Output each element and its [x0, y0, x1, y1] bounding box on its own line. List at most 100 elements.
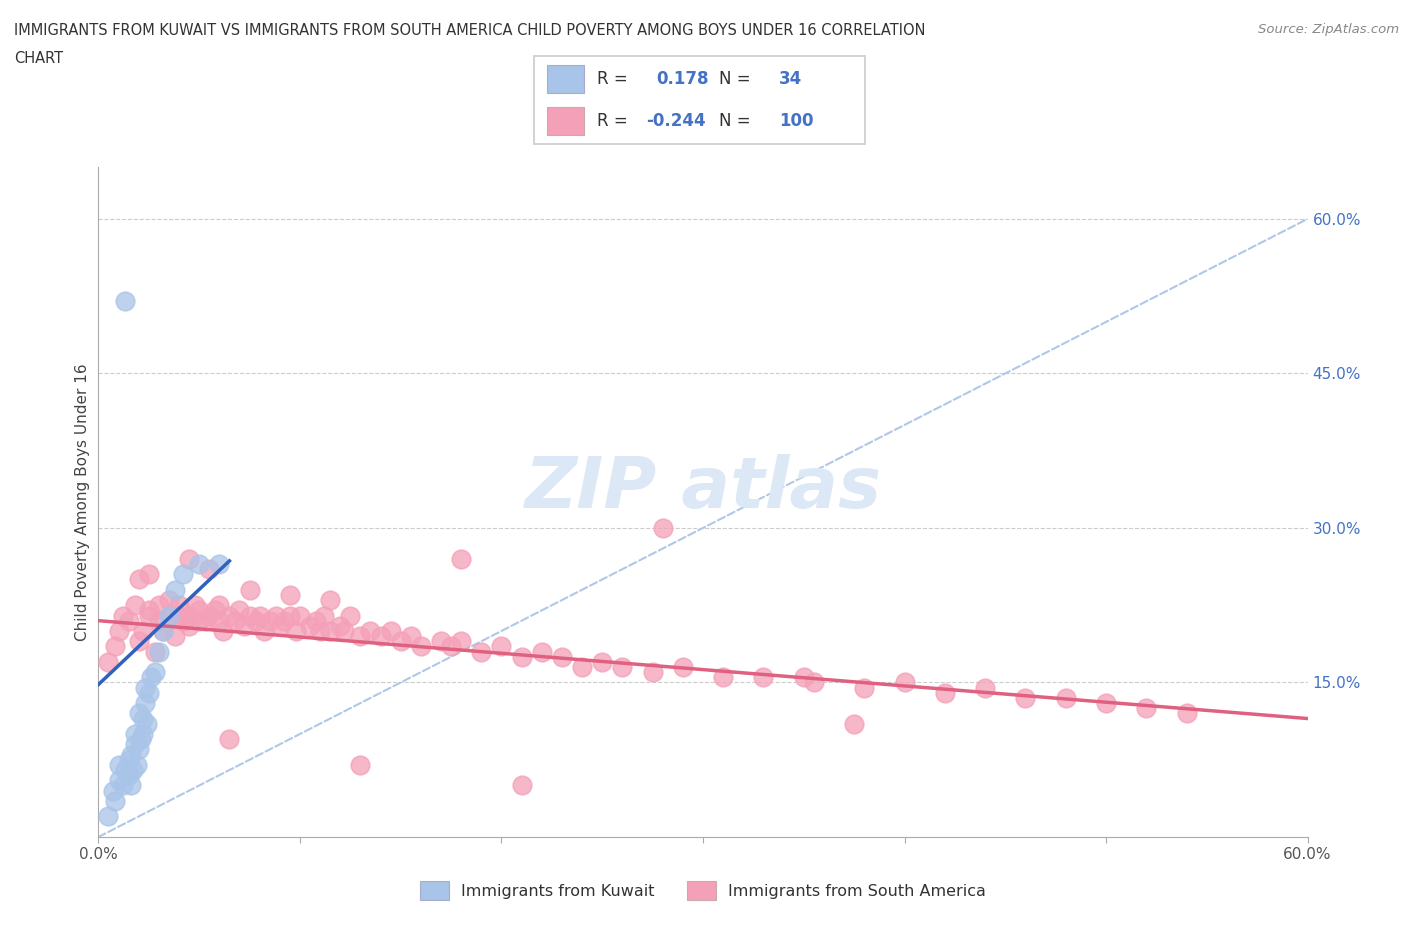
Point — [198, 608, 221, 623]
Point — [239, 608, 262, 623]
Point — [249, 608, 271, 623]
Point — [360, 623, 382, 638]
Point — [124, 726, 146, 741]
Point — [128, 572, 150, 587]
Point — [530, 644, 553, 659]
Text: N =: N = — [720, 113, 756, 130]
Point — [224, 613, 246, 628]
Point — [339, 608, 361, 623]
Point — [232, 618, 254, 633]
Point — [124, 737, 146, 751]
Point — [148, 644, 170, 659]
Point — [152, 623, 174, 638]
Point — [288, 608, 311, 623]
Point — [135, 716, 157, 731]
Point — [1095, 696, 1118, 711]
Point — [132, 711, 155, 726]
Point — [120, 778, 142, 793]
Point — [591, 655, 613, 670]
Point — [184, 598, 207, 613]
Point — [389, 634, 412, 649]
Point — [124, 598, 146, 613]
Text: R =: R = — [598, 70, 633, 87]
Point — [893, 675, 915, 690]
Point — [138, 608, 160, 623]
Point — [139, 670, 162, 684]
Point — [177, 551, 201, 566]
Point — [510, 778, 533, 793]
Point — [143, 644, 166, 659]
Point — [803, 675, 825, 690]
Point — [934, 685, 956, 700]
Point — [107, 773, 129, 788]
Point — [134, 680, 156, 695]
Point — [551, 649, 574, 664]
Point — [152, 623, 174, 638]
Point — [118, 613, 141, 628]
Point — [188, 603, 211, 618]
Point — [167, 608, 190, 623]
Point — [157, 592, 180, 607]
Point — [103, 793, 125, 808]
Point — [711, 670, 734, 684]
Point — [118, 768, 141, 783]
Point — [148, 613, 170, 628]
Point — [138, 567, 160, 582]
Point — [143, 665, 166, 680]
Point — [204, 603, 226, 618]
Point — [218, 608, 240, 623]
Point — [134, 696, 156, 711]
Point — [299, 618, 322, 633]
Text: N =: N = — [720, 70, 756, 87]
Point — [672, 659, 695, 674]
Point — [138, 685, 160, 700]
Point — [172, 567, 194, 582]
Point — [571, 659, 593, 674]
Bar — [547, 107, 583, 136]
Point — [114, 763, 136, 777]
Point — [430, 634, 453, 649]
Legend: Immigrants from Kuwait, Immigrants from South America: Immigrants from Kuwait, Immigrants from … — [413, 875, 993, 906]
Point — [264, 608, 287, 623]
Point — [198, 562, 221, 577]
Point — [188, 556, 211, 571]
Point — [319, 592, 342, 607]
Point — [305, 613, 328, 628]
Point — [319, 623, 342, 638]
Point — [167, 598, 190, 613]
Point — [120, 747, 142, 762]
Point — [278, 588, 301, 603]
Point — [114, 294, 136, 309]
Text: R =: R = — [598, 113, 633, 130]
Point — [491, 639, 513, 654]
Point — [177, 608, 201, 623]
Point — [370, 629, 392, 644]
Point — [278, 608, 301, 623]
Point — [641, 665, 664, 680]
Point — [409, 639, 432, 654]
Point — [844, 716, 866, 731]
Point — [1054, 690, 1077, 705]
Point — [399, 629, 422, 644]
Point — [284, 623, 307, 638]
Point — [269, 618, 291, 633]
Point — [1135, 701, 1157, 716]
Y-axis label: Child Poverty Among Boys Under 16: Child Poverty Among Boys Under 16 — [75, 364, 90, 641]
Point — [177, 618, 201, 633]
Point — [132, 623, 155, 638]
Point — [157, 608, 180, 623]
Point — [450, 551, 472, 566]
Text: 100: 100 — [779, 113, 813, 130]
Point — [752, 670, 775, 684]
Point — [380, 623, 402, 638]
Point — [1014, 690, 1036, 705]
Point — [128, 706, 150, 721]
Point — [97, 809, 120, 824]
Text: 34: 34 — [779, 70, 801, 87]
Point — [208, 613, 231, 628]
Text: IMMIGRANTS FROM KUWAIT VS IMMIGRANTS FROM SOUTH AMERICA CHILD POVERTY AMONG BOYS: IMMIGRANTS FROM KUWAIT VS IMMIGRANTS FRO… — [14, 23, 925, 38]
Point — [103, 639, 125, 654]
Point — [188, 613, 211, 628]
Point — [239, 582, 262, 597]
Point — [349, 757, 371, 772]
